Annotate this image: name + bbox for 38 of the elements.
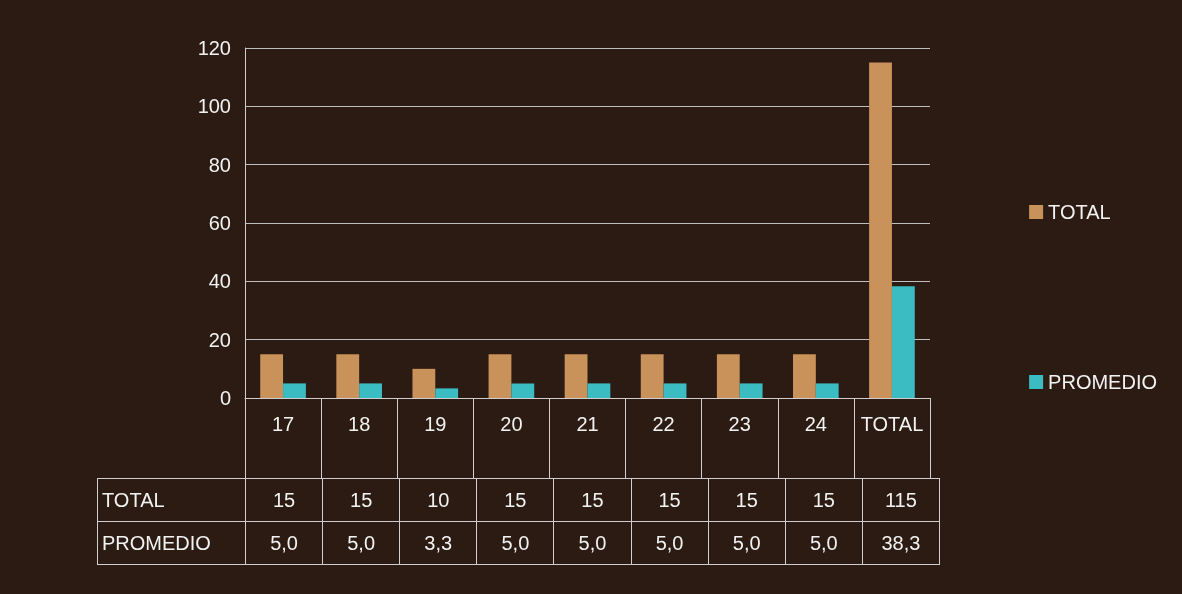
data-label: 5,0 [785,521,863,565]
data-label: 15 [553,478,632,522]
y-tick-label: 40 [208,270,231,293]
x-tick-label: 17 [271,413,295,435]
text: PROMEDIO [102,531,211,554]
y-tick-label: 100 [197,95,231,118]
data-label: 5,0 [631,521,709,565]
data-label: 5,0 [476,521,554,565]
data-label: 15 [708,478,786,522]
data-label: 15 [631,478,709,522]
x-tick-label: TOTAL [860,413,924,435]
text: TOTAL [102,488,165,511]
data-label: 38,3 [862,521,940,565]
data-label: 3,3 [399,521,477,565]
y-tick-label: 60 [208,212,231,234]
data-label: 15 [785,478,863,522]
x-tick-label: 23 [728,413,751,435]
x-tick-label: 20 [500,413,523,435]
y-tick-label: 80 [208,153,231,176]
data-label: 5,0 [245,521,323,565]
legend-label: TOTAL [1048,201,1111,223]
x-tick-label: 18 [348,413,371,435]
y-tick-label: 0 [219,387,231,409]
x-tick-label: 19 [424,413,447,435]
data-label: 15 [245,478,323,522]
data-label: 5,0 [322,521,400,565]
data-label: 15 [322,478,400,522]
y-tick-label: 20 [208,328,231,351]
data-label: 10 [399,478,477,522]
data-label: 15 [476,478,554,522]
data-label: 5,0 [553,521,632,565]
data-label: 115 [862,478,940,522]
x-tick-label: 22 [652,413,675,435]
x-tick-label: 21 [576,413,599,435]
legend-label: PROMEDIO [1048,371,1158,393]
x-tick-label: 24 [804,413,827,435]
y-tick-label: 120 [197,37,231,59]
data-label: 5,0 [708,521,786,565]
